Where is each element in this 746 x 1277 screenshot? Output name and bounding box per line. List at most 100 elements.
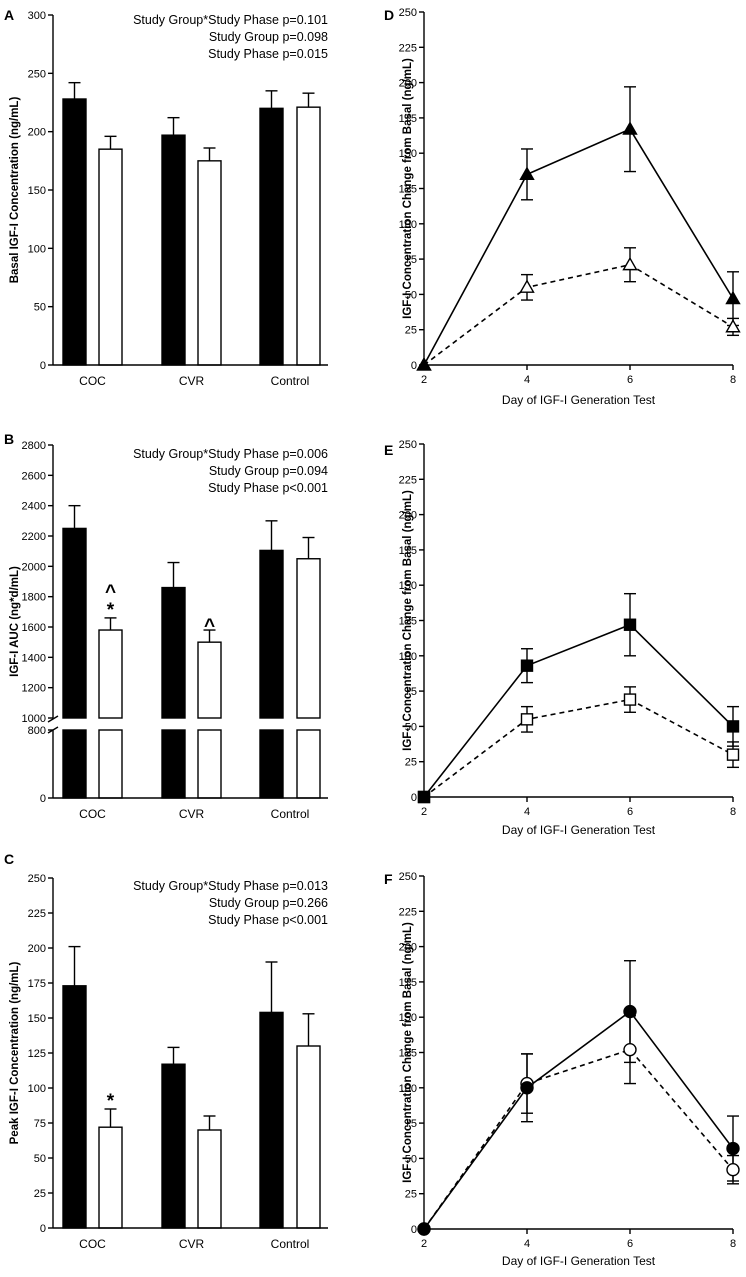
bar-lower-segment [62, 729, 87, 799]
y-axis-label: IGF-I Concentration Change from Basal (n… [402, 922, 414, 1183]
y-tick-label: 125 [399, 1048, 417, 1060]
data-point-triangle [725, 318, 741, 333]
data-point-triangle [519, 279, 535, 293]
y-tick-label: 200 [399, 510, 417, 522]
panel-label: E [384, 442, 393, 458]
series-line-solid [423, 1010, 734, 1230]
x-tick-label: Control [271, 1237, 310, 1251]
x-tick-label: CVR [179, 1237, 205, 1251]
bar [98, 1126, 123, 1229]
data-point-square [520, 659, 534, 672]
y-tick-label: 2000 [22, 561, 46, 573]
panel-f: F 2 4 6 8 Day of IGF-I Generation Test 0 25 50 75… [384, 871, 740, 1268]
y-tick-label: 150 [399, 580, 417, 592]
x-tick-label: 6 [627, 1238, 633, 1250]
bar [259, 1011, 284, 1229]
y-tick-label: 150 [28, 1013, 46, 1025]
bar [197, 160, 222, 366]
y-tick-label: 0 [411, 360, 417, 372]
y-axis-label: IGF-I Concentration Change from Basal (n… [402, 490, 414, 751]
y-tick-label: 75 [405, 1118, 417, 1130]
x-tick-label: 8 [730, 374, 736, 386]
y-tick-label: 2600 [22, 470, 46, 482]
y-tick-label: 200 [28, 943, 46, 955]
panel-e: E 2 4 6 8 Day of IGF-I Generation Test 0 25 50 75… [384, 439, 740, 837]
x-tick-label: CVR [179, 807, 205, 821]
y-tick-label: 200 [399, 78, 417, 90]
y-tick-label: 25 [405, 325, 417, 337]
panel-a: A COC CVR Control 0 50 100 150 200 250 300 Basal IG… [4, 7, 328, 388]
x-tick-label: Control [271, 807, 310, 821]
stats-annotation: Study Group p=0.266 [209, 896, 328, 910]
y-tick-label: 150 [399, 1012, 417, 1024]
y-axis-label: IGF-I AUC (ng*d/mL) [9, 566, 21, 677]
stats-annotation: Study Group*Study Phase p=0.101 [133, 13, 328, 27]
y-tick-label: 100 [399, 651, 417, 663]
x-tick-label: COC [79, 807, 106, 821]
bar-lower-segment [197, 729, 222, 799]
y-tick-label: 100 [399, 219, 417, 231]
y-tick-label: 175 [399, 977, 417, 989]
y-tick-label: 25 [405, 1189, 417, 1201]
y-tick-label: 125 [28, 1048, 46, 1060]
y-tick-label: 200 [399, 942, 417, 954]
bar-lower-segment [161, 729, 186, 799]
y-tick-label: 75 [405, 686, 417, 698]
bar [296, 1045, 321, 1229]
y-tick-label: 2800 [22, 440, 46, 452]
y-tick-label: 300 [28, 10, 46, 22]
data-point-circle [726, 1162, 740, 1177]
data-point-triangle [622, 121, 638, 135]
y-tick-label: 2400 [22, 501, 46, 513]
x-tick-label: 2 [421, 1238, 427, 1250]
y-tick-label: 50 [34, 302, 46, 314]
stats-annotation: Study Phase p<0.001 [208, 913, 328, 927]
y-tick-label: 75 [34, 1118, 46, 1130]
significance-caret: ^ [204, 616, 215, 637]
data-point-triangle [725, 290, 741, 305]
y-tick-label: 250 [399, 7, 417, 19]
series-line-dashed [423, 263, 734, 366]
bar [62, 985, 87, 1229]
significance-caret: ^ [105, 582, 116, 603]
stats-annotation: Study Group*Study Phase p=0.006 [133, 447, 328, 461]
significance-star: * [107, 1091, 115, 1112]
panel-c: C COC CVR Control * 0 25 50 75 100 125 150 175 200 225… [4, 851, 328, 1251]
y-tick-label: 0 [411, 792, 417, 804]
x-tick-label: 2 [421, 374, 427, 386]
y-tick-label: 50 [405, 1153, 417, 1165]
bar [259, 549, 284, 719]
bar [62, 98, 87, 366]
y-tick-label: 250 [399, 871, 417, 883]
bar [197, 1129, 222, 1229]
panel-label: F [384, 871, 393, 887]
y-tick-label: 200 [28, 127, 46, 139]
y-tick-label: 25 [405, 757, 417, 769]
x-tick-label: 6 [627, 374, 633, 386]
x-tick-label: 6 [627, 806, 633, 818]
y-tick-label: 225 [399, 906, 417, 918]
data-point-triangle [622, 256, 638, 271]
y-tick-label: 100 [28, 243, 46, 255]
data-point-triangle [519, 166, 535, 180]
y-tick-label: 1200 [22, 683, 46, 695]
data-point-square [726, 748, 740, 761]
data-point-triangle [416, 357, 432, 371]
y-tick-label: 125 [399, 184, 417, 196]
y-tick-label: 100 [28, 1083, 46, 1095]
series-line-solid [423, 128, 734, 366]
y-tick-label: 1800 [22, 592, 46, 604]
y-tick-label: 50 [405, 721, 417, 733]
data-point-square [726, 720, 740, 733]
data-point-circle [623, 1042, 637, 1057]
bar-lower-segment [98, 729, 123, 799]
y-tick-label: 0 [40, 1223, 46, 1235]
bar [98, 629, 123, 719]
data-point-circle [520, 1081, 534, 1095]
y-tick-label: 25 [34, 1188, 46, 1200]
y-tick-label: 2200 [22, 531, 46, 543]
x-axis-label: Day of IGF-I Generation Test [502, 823, 656, 837]
y-tick-label: 0 [411, 1224, 417, 1236]
x-tick-label: COC [79, 1237, 106, 1251]
